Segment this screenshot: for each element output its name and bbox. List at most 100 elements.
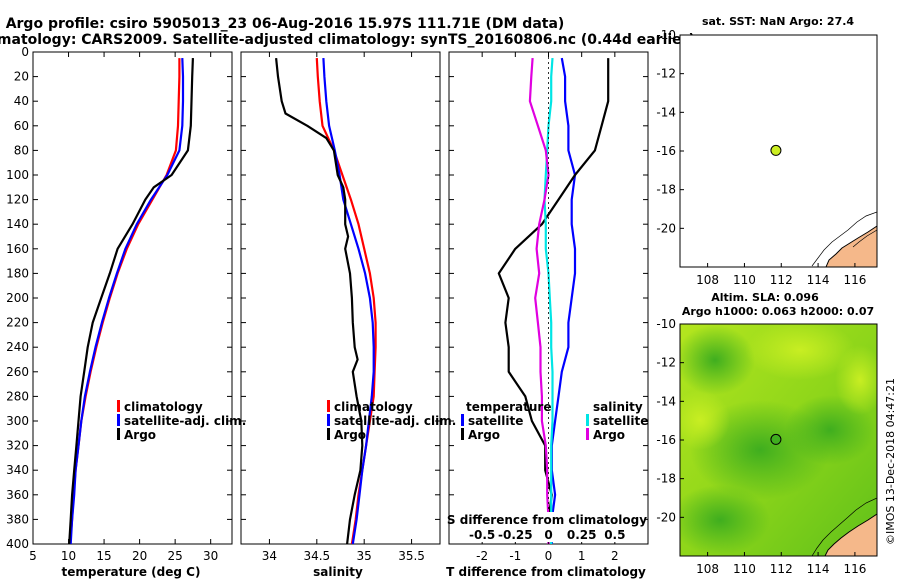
- latitude-tick-label: -12: [656, 67, 676, 81]
- salinity-plot-frame: [240, 51, 441, 545]
- legend-satellite-swatch: [117, 414, 120, 426]
- depth-tick-label: 0: [21, 45, 29, 59]
- sla-low-region: [680, 485, 770, 555]
- legend-temperature-title: temperature: [466, 400, 551, 414]
- legend-satellite-label: satellite-adj. clim.: [334, 414, 456, 428]
- sla-low-region: [680, 325, 755, 395]
- legend-salinity-title: salinity: [593, 400, 643, 414]
- figure-title-line-1: Argo profile: csiro 5905013_23 06-Aug-20…: [6, 16, 565, 32]
- legend-s-argo-swatch: [586, 428, 589, 440]
- depth-tick-label: 60: [14, 119, 29, 133]
- legend-s-satellite-label: satellite: [593, 414, 648, 428]
- depth-tick-label: 340: [6, 463, 29, 477]
- s-difference-tick-label: 0.5: [604, 528, 625, 542]
- depth-tick-label: 220: [6, 316, 29, 330]
- series-line-s-satellite: [543, 58, 554, 544]
- salinity-tick-label: 35.5: [398, 549, 425, 563]
- depth-tick-label: 400: [6, 537, 29, 551]
- series-line-t-satellite: [550, 57, 577, 544]
- t-difference-tick-label: 0: [545, 549, 553, 563]
- difference-legend: temperature satellite Argo salinity sate…: [461, 400, 648, 442]
- depth-axis: 0 20 40 60 80 100 120 140 160 180 200 220 240 260 280 3…: [6, 45, 648, 551]
- legend-s-argo-label: Argo: [593, 428, 625, 442]
- bathymetry-contour: [852, 229, 877, 248]
- temperature-axis-label: temperature (deg C): [62, 565, 201, 579]
- s-difference-tick-label: 0: [544, 528, 552, 542]
- latitude-tick-label: -10: [656, 28, 676, 42]
- temperature-tick-label: 15: [96, 549, 111, 563]
- figure-title-line-2: Climatology: CARS2009. Satellite-adjuste…: [0, 32, 695, 48]
- latitude-tick-label: -18: [656, 183, 676, 197]
- latitude-tick-label: -18: [656, 472, 676, 486]
- series-line-argo: [275, 57, 364, 544]
- depth-tick-label: 360: [6, 488, 29, 502]
- temperature-legend: climatology satellite-adj. clim. Argo: [117, 400, 246, 442]
- legend-t-satellite-swatch: [461, 414, 464, 426]
- depth-tick-label: 80: [14, 143, 29, 157]
- s-difference-tick-label: 0.25: [567, 528, 597, 542]
- depth-tick-label: 100: [6, 168, 29, 182]
- depth-tick-label: 140: [6, 217, 29, 231]
- legend-argo-label: Argo: [334, 428, 366, 442]
- series-line-satellite-adj-clim-: [322, 58, 375, 544]
- temperature-x-axis: 5 10 15 20 25 30: [29, 52, 218, 563]
- land-mass: [825, 225, 877, 267]
- depth-tick-label: 260: [6, 365, 29, 379]
- depth-tick-label: 300: [6, 414, 29, 428]
- latitude-tick-label: -20: [656, 510, 676, 524]
- depth-tick-label: 180: [6, 266, 29, 280]
- sla-heatmap: [680, 324, 877, 556]
- series-line-t-argo: [497, 58, 610, 544]
- longitude-tick-label: 114: [807, 273, 830, 287]
- longitude-tick-label: 112: [770, 562, 793, 576]
- sst-map-axes: 108 110 112 114 116 -10 -12 -14 -16 -18 -20: [656, 28, 866, 287]
- longitude-tick-label: 108: [696, 562, 719, 576]
- temperature-tick-label: 25: [168, 549, 183, 563]
- land-mass: [824, 513, 877, 556]
- legend-t-argo-swatch: [461, 428, 464, 440]
- longitude-tick-label: 114: [807, 562, 830, 576]
- argo-float-marker: [770, 144, 782, 156]
- legend-satellite-swatch: [327, 414, 330, 426]
- bathymetry-contour: [811, 211, 877, 267]
- t-difference-tick-label: -1: [509, 549, 521, 563]
- longitude-tick-label: 116: [843, 562, 866, 576]
- latitude-tick-label: -14: [656, 394, 676, 408]
- t-difference-axis-label: T difference from climatology: [446, 565, 646, 579]
- legend-climatology-label: climatology: [334, 400, 413, 414]
- latitude-tick-label: -20: [656, 221, 676, 235]
- legend-argo-swatch: [117, 428, 120, 440]
- salinity-tick-label: 34.5: [303, 549, 330, 563]
- temperature-plot-frame: [32, 51, 233, 545]
- longitude-tick-label: 116: [843, 273, 866, 287]
- legend-climatology-swatch: [327, 400, 330, 412]
- legend-s-satellite-swatch: [586, 414, 589, 426]
- depth-tick-label: 40: [14, 94, 29, 108]
- sla-high-region: [745, 324, 855, 380]
- bathymetry-contour: [811, 497, 877, 556]
- series-line-satellite-adj-clim-: [69, 58, 185, 544]
- s-difference-tick-label: -0.25: [498, 528, 533, 542]
- difference-series: [497, 57, 610, 544]
- s-difference-tick-label: -0.5: [469, 528, 495, 542]
- t-difference-tick-label: -2: [476, 549, 488, 563]
- sla-high-region: [680, 390, 730, 450]
- s-difference-axis: -0.5 -0.25 0 0.25 0.5: [469, 528, 625, 542]
- sla-map-title-line-1: Altim. SLA: 0.096: [711, 291, 819, 304]
- longitude-tick-label: 112: [770, 273, 793, 287]
- s-difference-axis-label: S difference from climatology: [447, 513, 647, 527]
- salinity-axis-label: salinity: [313, 565, 363, 579]
- latitude-tick-label: -14: [656, 105, 676, 119]
- salinity-legend: climatology satellite-adj. clim. Argo: [327, 400, 456, 442]
- series-line-climatology: [315, 58, 377, 544]
- salinity-series: [275, 57, 377, 544]
- legend-climatology-swatch: [117, 400, 120, 412]
- salinity-x-axis: 34 34.5 35 35.5: [262, 52, 425, 563]
- depth-tick-label: 160: [6, 242, 29, 256]
- sla-high-region: [835, 345, 877, 415]
- salinity-tick-label: 35: [357, 549, 372, 563]
- longitude-tick-label: 110: [733, 273, 756, 287]
- sla-map-axes: 108 110 112 114 116 -10 -12 -14 -16 -18 -20: [656, 317, 866, 576]
- temperature-tick-label: 10: [61, 549, 76, 563]
